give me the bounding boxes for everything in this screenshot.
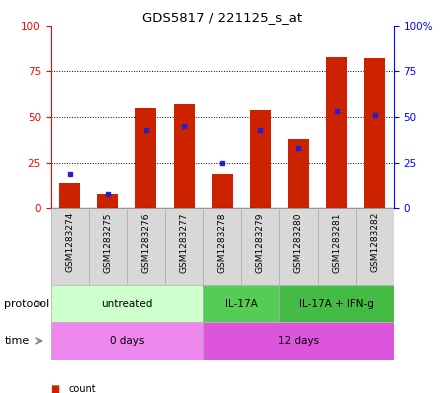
Bar (279, 208, 318, 285)
Text: GSM1283274: GSM1283274 (65, 212, 74, 272)
Bar (127, 208, 165, 285)
Text: count: count (68, 384, 96, 393)
Text: GSM1283277: GSM1283277 (180, 212, 189, 273)
Bar (356, 208, 394, 285)
Bar (51, 285, 203, 322)
Bar (212, 174, 233, 208)
Bar (174, 104, 194, 208)
Bar (203, 208, 241, 285)
Text: 0 days: 0 days (110, 336, 144, 346)
Text: GSM1283275: GSM1283275 (103, 212, 112, 273)
Text: GSM1283276: GSM1283276 (141, 212, 150, 273)
Bar (203, 285, 279, 322)
Text: GSM1283282: GSM1283282 (370, 212, 379, 272)
Bar (318, 208, 356, 285)
Bar (165, 208, 203, 285)
Text: GSM1283281: GSM1283281 (332, 212, 341, 273)
Bar (59, 183, 80, 208)
Bar (136, 108, 157, 208)
Text: 12 days: 12 days (278, 336, 319, 346)
Text: IL-17A: IL-17A (225, 299, 258, 309)
Bar (97, 194, 118, 208)
Bar (203, 322, 394, 360)
Text: protocol: protocol (4, 299, 50, 309)
Bar (241, 208, 279, 285)
Bar (89, 208, 127, 285)
Title: GDS5817 / 221125_s_at: GDS5817 / 221125_s_at (142, 11, 302, 24)
Bar (288, 139, 309, 208)
Text: GSM1283280: GSM1283280 (294, 212, 303, 273)
Text: ■: ■ (51, 384, 60, 393)
Bar (51, 208, 89, 285)
Bar (279, 285, 394, 322)
Text: IL-17A + IFN-g: IL-17A + IFN-g (299, 299, 374, 309)
Text: time: time (4, 336, 29, 346)
Bar (250, 110, 271, 208)
Bar (51, 322, 203, 360)
Bar (364, 59, 385, 208)
Text: GSM1283279: GSM1283279 (256, 212, 265, 273)
Bar (326, 57, 347, 208)
Text: GSM1283278: GSM1283278 (218, 212, 227, 273)
Text: untreated: untreated (101, 299, 153, 309)
